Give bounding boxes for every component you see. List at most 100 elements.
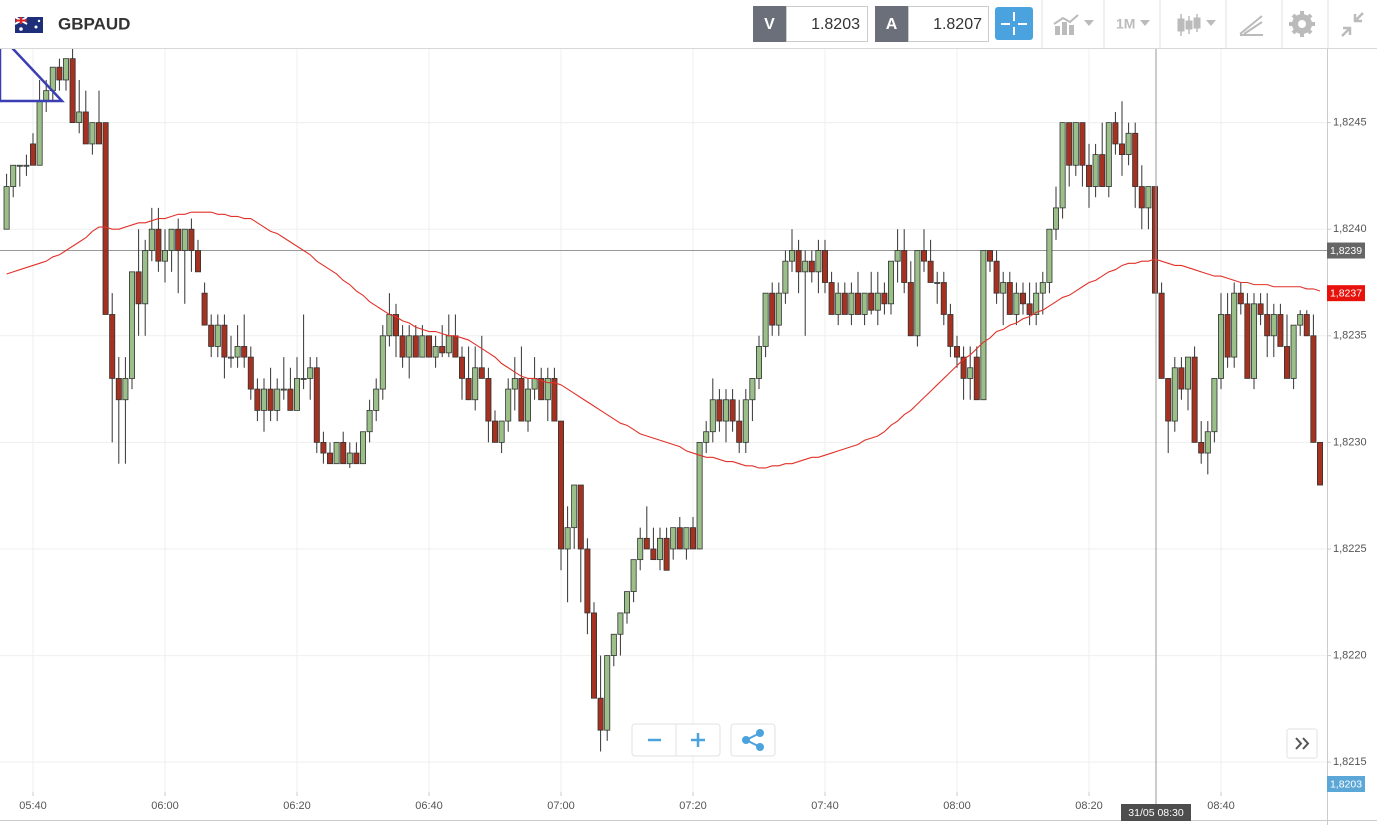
flag-icon (14, 16, 43, 33)
candle-body (16, 164, 23, 167)
candle-body (109, 314, 116, 379)
candle-body (729, 399, 736, 422)
candle-body (604, 655, 611, 731)
candle-body (973, 356, 980, 401)
candle-body (1218, 314, 1225, 379)
candle-body (392, 314, 399, 337)
candle-body (967, 367, 974, 379)
candle-body (313, 367, 320, 443)
candle-body (1132, 132, 1139, 187)
price-badge-label: 1,8239 (1330, 245, 1362, 257)
candle-body (29, 143, 36, 166)
candle-body (247, 356, 254, 390)
candle-body (670, 527, 677, 550)
sell-button[interactable] (753, 6, 786, 42)
candle-body (1092, 154, 1099, 187)
drawing-tool[interactable] (1239, 15, 1263, 36)
candle-body (1053, 207, 1060, 230)
candle-body (505, 388, 512, 422)
candle-body (96, 122, 103, 145)
candle-body (643, 537, 650, 550)
candle-body (1231, 292, 1238, 358)
candle-body (1264, 314, 1271, 337)
candle-body (1185, 356, 1192, 390)
candle-body (161, 250, 168, 262)
settings-icon[interactable] (1289, 11, 1315, 37)
candle-body (848, 292, 855, 315)
candle-body (1244, 303, 1251, 379)
candle-body (115, 378, 122, 401)
candle-body (881, 292, 888, 305)
candle-body (458, 356, 465, 379)
candle-body (307, 367, 314, 379)
collapse-icon[interactable] (1341, 12, 1364, 37)
candle-body (82, 111, 89, 145)
candle-body (683, 527, 690, 550)
candle-body (128, 271, 135, 379)
buy-price: 1.8207 (933, 16, 982, 33)
candle-body (1290, 324, 1297, 379)
x-tick-label: 07:00 (547, 800, 575, 812)
candle-body (835, 292, 842, 315)
timeframe[interactable]: 1M (1116, 16, 1135, 32)
candle-body (419, 335, 426, 358)
zoom-controls (631, 723, 1318, 759)
candle-body (1013, 292, 1020, 315)
candle-body (432, 346, 439, 358)
candle-body (1317, 441, 1324, 486)
y-tick-label: 1,8220 (1333, 649, 1367, 661)
buy-price-box[interactable] (908, 6, 989, 42)
x-tick-label: 05:40 (19, 800, 47, 812)
candle-body (386, 314, 393, 337)
candle-body (346, 452, 353, 465)
y-tick-label: 1,8235 (1333, 330, 1367, 342)
share-button[interactable] (730, 723, 776, 757)
price-badge (1327, 285, 1365, 302)
candle-body (1303, 314, 1310, 337)
zoom-in[interactable] (691, 733, 705, 747)
candle-body (155, 228, 162, 262)
y-tick-label: 1,8215 (1333, 756, 1367, 768)
candle-body (538, 378, 545, 401)
candle-body (1066, 122, 1073, 166)
candle-body (1310, 335, 1317, 443)
candle-body (954, 346, 961, 358)
candle-body (102, 122, 109, 315)
candle-body (366, 410, 373, 433)
candle-body (1112, 122, 1119, 145)
candle-body (287, 388, 294, 411)
candle-body (657, 537, 664, 561)
candle-body (498, 420, 505, 443)
x-tick-label: 07:40 (811, 800, 839, 812)
candle-body (412, 335, 419, 358)
candle-body (122, 378, 129, 401)
candle-body (610, 633, 617, 656)
candle-body (690, 527, 697, 550)
candle-body (775, 292, 782, 326)
candle-body (1145, 186, 1152, 209)
candle-body (901, 250, 908, 283)
candle-body (1138, 186, 1145, 209)
x-tick-label: 08:40 (1207, 800, 1235, 812)
candle-body (584, 548, 591, 614)
chart-type-menu[interactable] (1177, 14, 1216, 36)
buy-button[interactable] (875, 6, 908, 42)
candle-body (1033, 292, 1040, 315)
candle-body (491, 420, 498, 443)
candle-body (597, 697, 604, 731)
sell-price-box[interactable] (786, 6, 868, 42)
candle-body (320, 441, 327, 454)
drawn-triangle[interactable] (0, 34, 65, 103)
bid-badge-label: 1,8203 (1330, 778, 1362, 790)
candle-body (340, 441, 347, 465)
candle-body (802, 260, 809, 273)
candle-body (544, 378, 551, 401)
crosshair-button[interactable] (995, 7, 1033, 40)
candle-body (425, 335, 432, 358)
price-badge (1327, 242, 1365, 259)
candle-body (1119, 143, 1126, 155)
candle-body (1257, 303, 1264, 315)
candle-body (630, 559, 637, 593)
indicator-menu[interactable] (1053, 14, 1094, 35)
